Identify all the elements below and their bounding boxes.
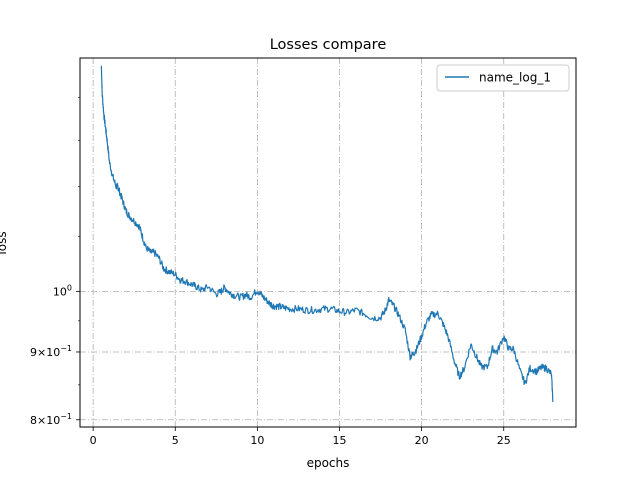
- legend: name_log_1: [436, 64, 570, 92]
- y-tick-label: 9×10−1: [30, 344, 72, 359]
- series-layer: [100, 65, 554, 403]
- x-tick-label: 5: [172, 434, 179, 447]
- y-tick-label: 8×10−1: [30, 412, 72, 427]
- legend-box: [436, 64, 570, 92]
- legend-label: name_log_1: [479, 71, 551, 85]
- tick-layer: 0 5 10 15 20 25 8×10−1 9×10−1 100: [30, 97, 511, 447]
- x-axis-label: epochs: [307, 456, 350, 470]
- x-tick-label: 20: [415, 434, 429, 447]
- y-axis-label: loss: [0, 231, 9, 254]
- y-tick-label: 100: [53, 283, 72, 298]
- x-tick-label: 25: [497, 434, 511, 447]
- axes-frame: [79, 57, 577, 428]
- grid-lines: [80, 58, 576, 427]
- series-line: [100, 65, 554, 403]
- x-tick-label: 10: [250, 434, 264, 447]
- x-tick-label: 15: [332, 434, 346, 447]
- x-tick-label: 0: [90, 434, 97, 447]
- chart-title: Losses compare: [270, 37, 387, 53]
